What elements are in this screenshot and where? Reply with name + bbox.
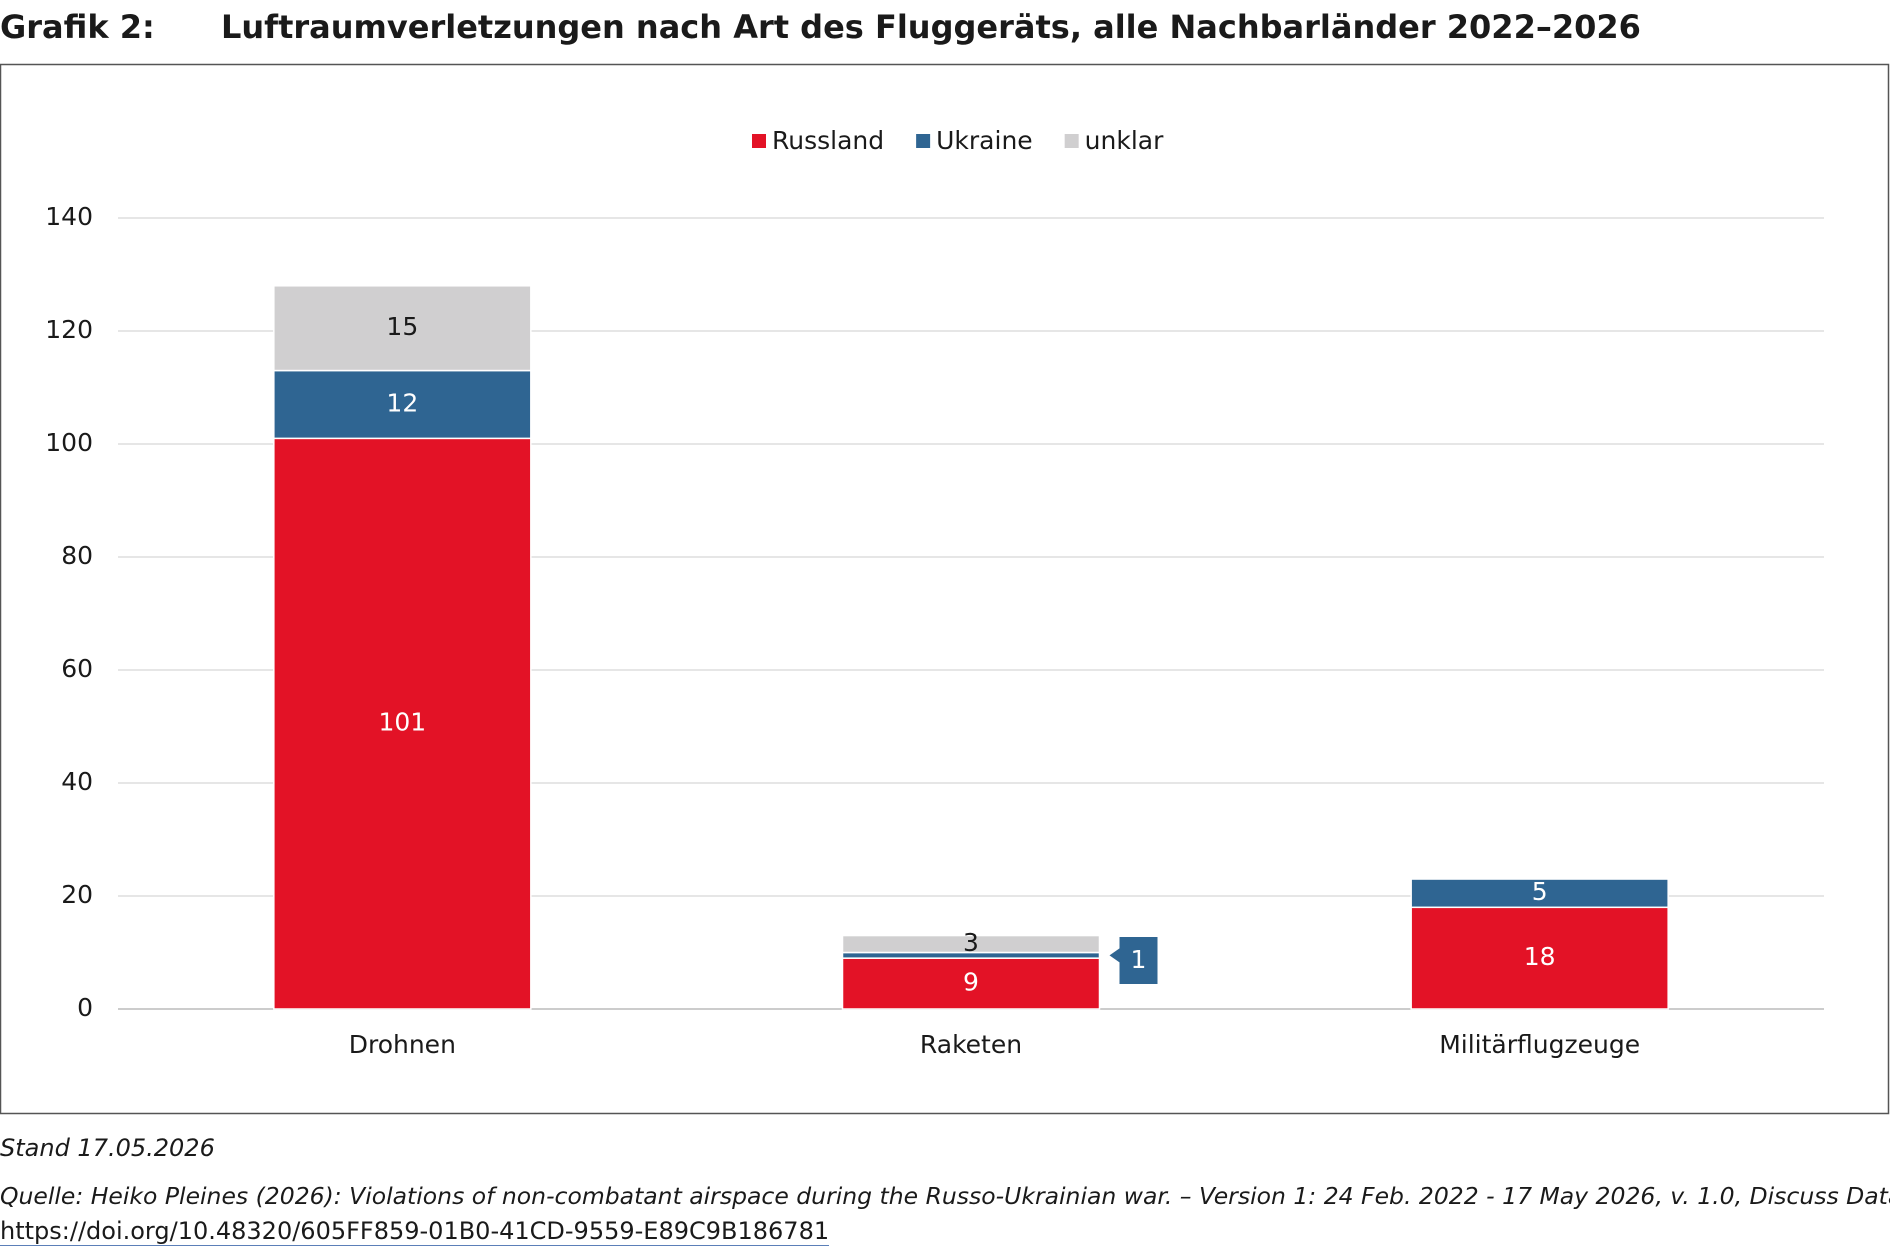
- bar-segment: [1410, 878, 1669, 909]
- legend-label: Russland: [772, 126, 884, 155]
- legend-swatch: [752, 134, 766, 148]
- data-label: 3: [963, 928, 979, 957]
- chart: 0 20 40 60 80 100 120 140 Russland Ukraine unklar D…: [0, 63, 1890, 1115]
- y-tick-label: 60: [61, 654, 93, 683]
- header: Grafik 2: Luftraumverletzungen nach Art …: [0, 8, 1641, 46]
- legend-swatch: [1064, 134, 1079, 148]
- legend-label: Ukraine: [936, 126, 1033, 155]
- figure-label: Grafik 2:: [0, 8, 155, 46]
- source-note: Quelle: Heiko Pleines (2026): Violations…: [0, 1182, 1890, 1210]
- data-label: 101: [378, 708, 426, 737]
- y-tick-label: 80: [61, 541, 93, 570]
- data-label: 18: [1524, 942, 1556, 971]
- data-label: 15: [386, 312, 418, 341]
- bar-segment: [1410, 906, 1669, 1010]
- bar-segment: [273, 285, 532, 372]
- legend-swatch: [916, 134, 931, 148]
- source-link[interactable]: https://doi.org/10.48320/605FF859-01B0-4…: [0, 1217, 830, 1246]
- x-tick-label: Raketen: [920, 1030, 1022, 1059]
- data-label: 5: [1532, 877, 1548, 906]
- chart-frame: [0, 63, 1890, 1115]
- callout-box: [1109, 937, 1158, 984]
- y-tick-label: 120: [45, 315, 93, 344]
- y-tick-label: 20: [61, 880, 93, 909]
- y-tick-label: 100: [45, 428, 93, 457]
- data-label: 1: [1131, 945, 1147, 974]
- x-tick-label: Drohnen: [349, 1030, 456, 1059]
- bar-segment: [273, 437, 532, 1010]
- y-tick-label: 40: [61, 767, 93, 796]
- y-tick-label: 140: [45, 202, 93, 231]
- chart-title: Luftraumverletzungen nach Art des Flugge…: [221, 8, 1641, 46]
- data-label: 9: [963, 968, 979, 997]
- legend-label: unklar: [1085, 126, 1164, 155]
- bar-segment: [841, 934, 1101, 954]
- stand-note: Stand 17.05.2026: [0, 1134, 215, 1162]
- bar-segment: [273, 369, 532, 440]
- y-tick-label: 0: [77, 993, 93, 1022]
- data-label: 12: [386, 388, 418, 417]
- x-tick-label: Militärflugzeuge: [1439, 1030, 1640, 1059]
- bar-segment: [841, 957, 1101, 1010]
